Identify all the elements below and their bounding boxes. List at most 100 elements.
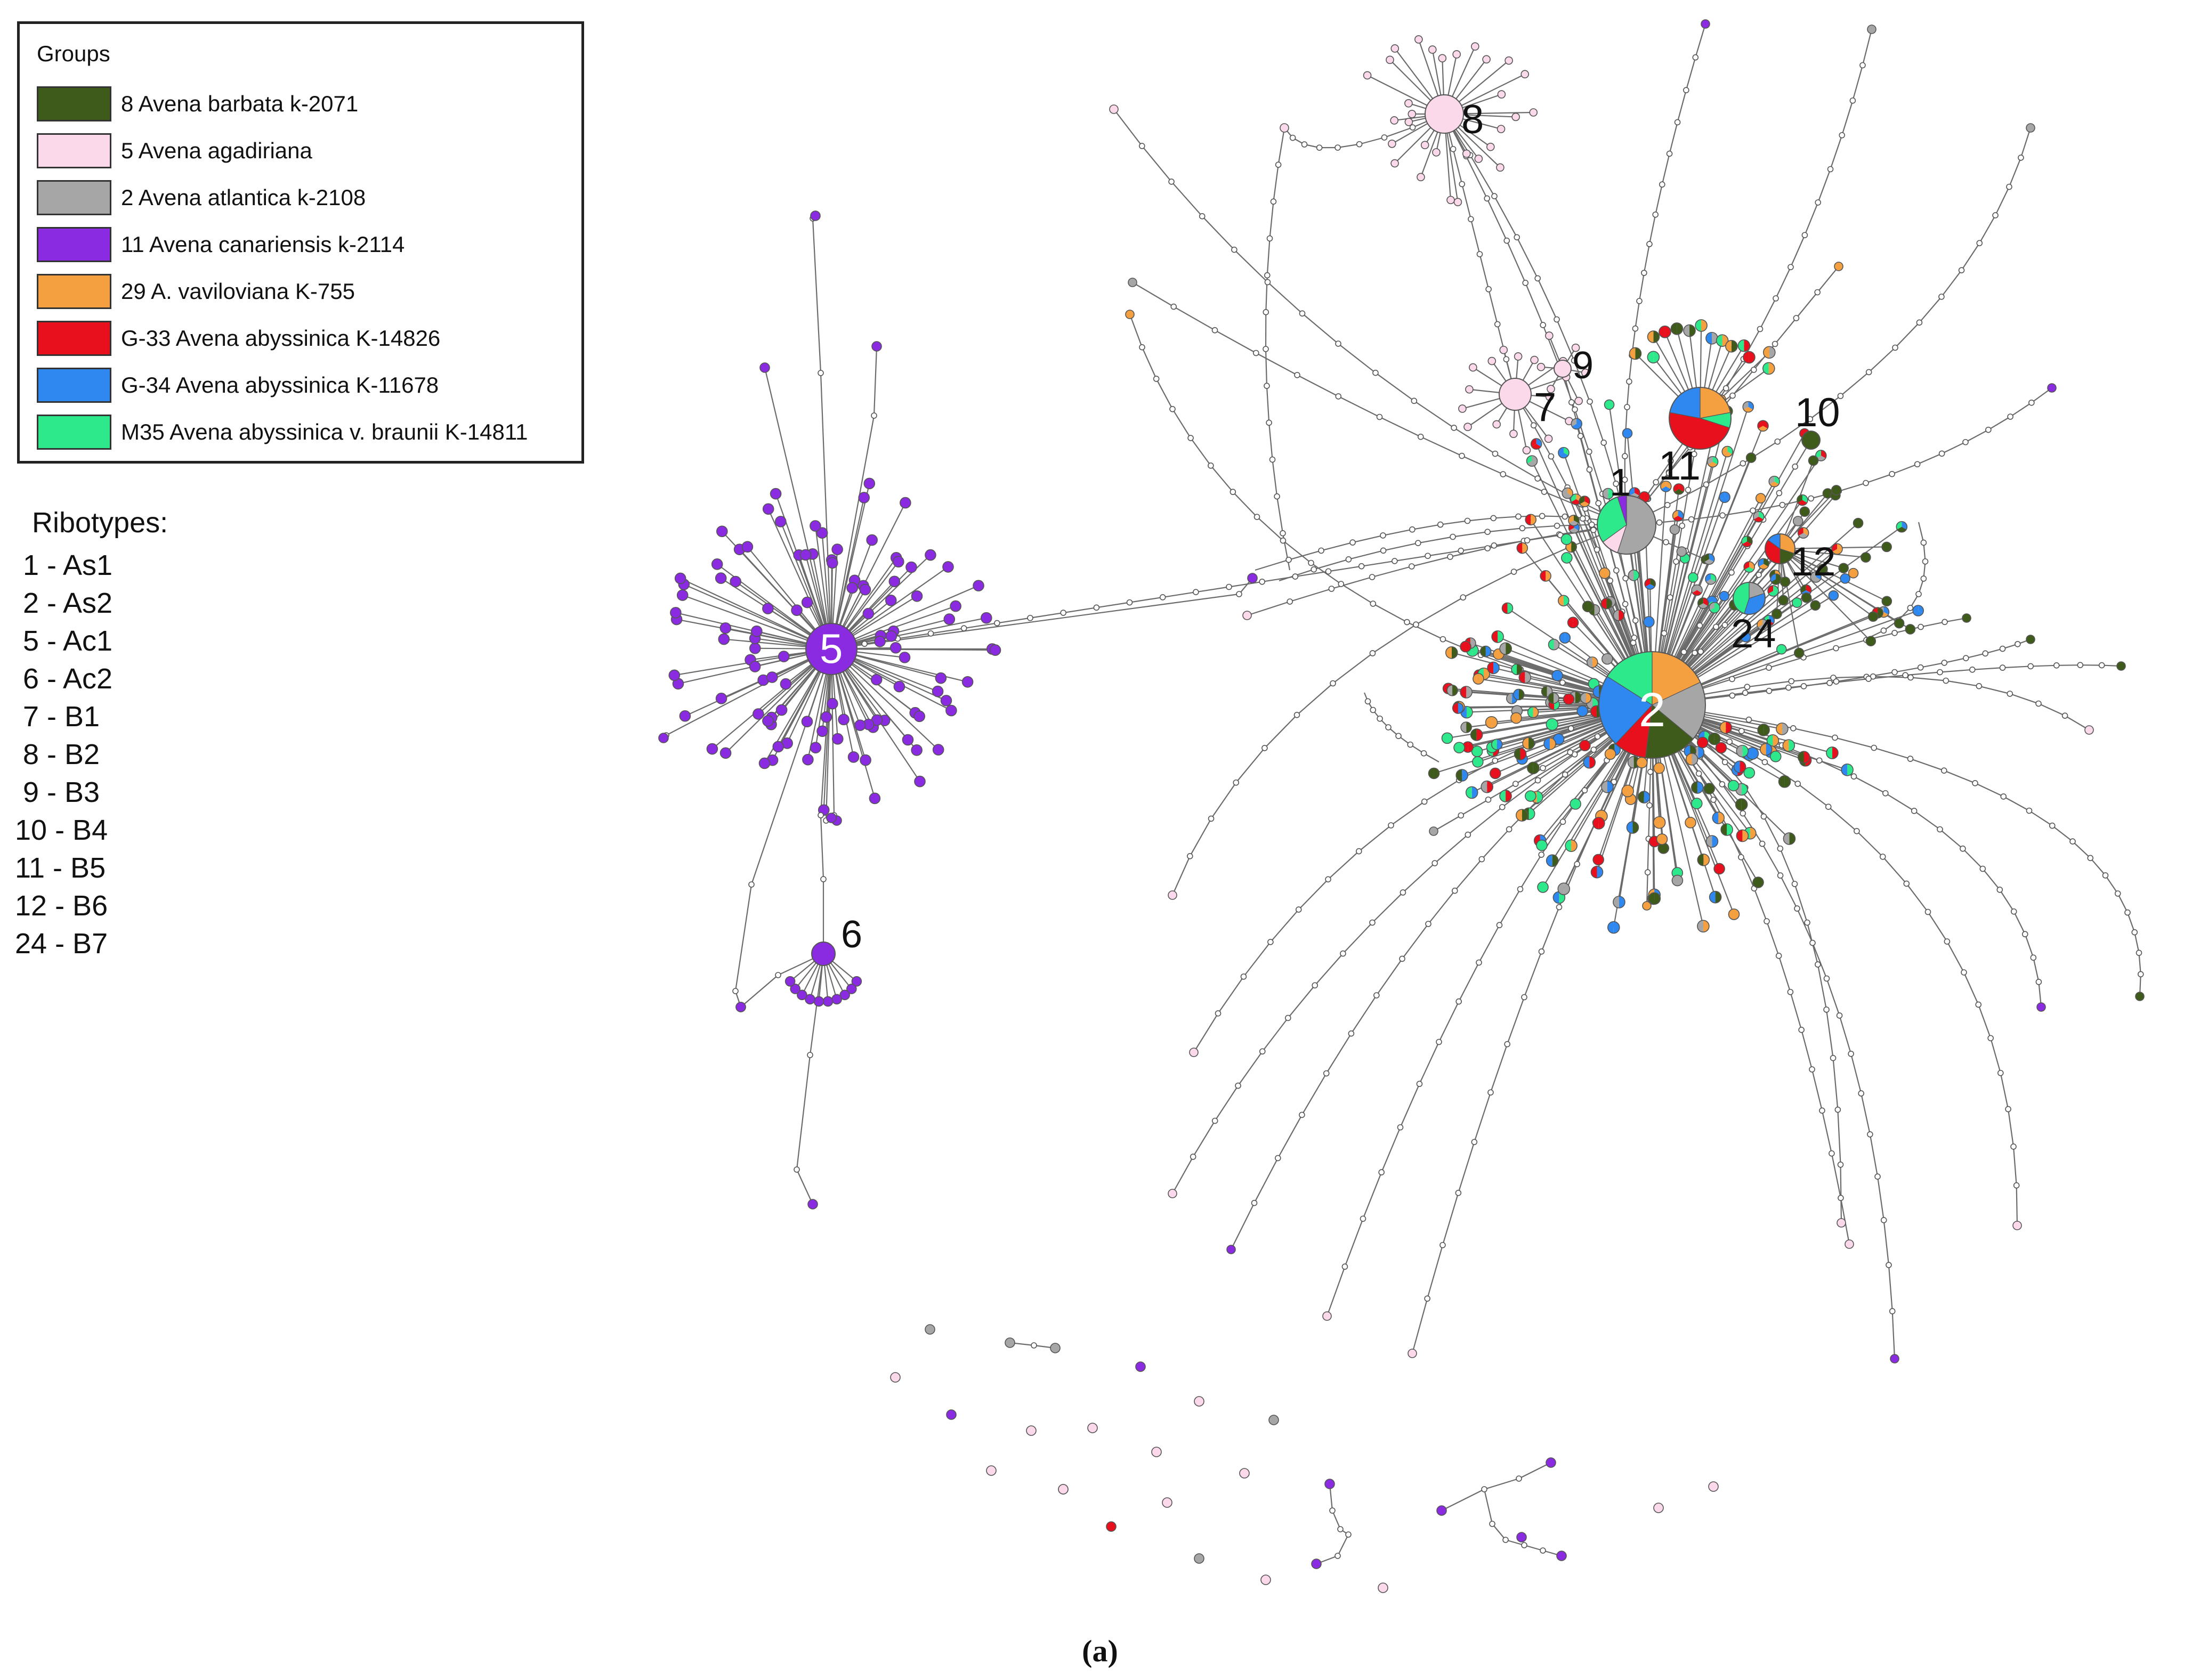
intermediate-node — [1826, 679, 1833, 686]
edge — [1298, 879, 1329, 910]
leaf-node-slice — [1628, 785, 1634, 797]
leaf-node-outline — [1561, 552, 1573, 564]
intermediate-node — [1907, 756, 1914, 762]
edge — [931, 628, 964, 634]
leaf-node-slice — [1766, 743, 1772, 756]
leaf-node — [1636, 757, 1648, 769]
isolated-node — [1378, 1582, 1388, 1593]
intermediate-node — [1987, 1035, 1994, 1042]
leaf-node-slice — [1752, 747, 1759, 759]
leaf-node-slice — [1451, 646, 1458, 659]
leaf-node — [839, 989, 850, 1001]
leaf-node — [1778, 595, 1789, 606]
leaf-node — [762, 715, 774, 727]
intermediate-node — [1595, 500, 1602, 507]
edge — [1418, 536, 1453, 544]
intermediate-node — [1512, 781, 1519, 787]
intermediate-node — [1590, 526, 1597, 533]
edge — [1494, 453, 1538, 480]
intermediate-node — [1839, 132, 1846, 139]
leaf-node — [1696, 736, 1709, 749]
intermediate-node — [1865, 369, 1872, 376]
leaf-node — [1834, 262, 1843, 271]
edge — [1744, 787, 1765, 817]
leaf-node-slice — [1459, 742, 1465, 753]
edge — [1372, 603, 1408, 623]
edge — [1402, 863, 1435, 893]
intermediate-node — [1323, 1070, 1330, 1077]
leaf-node-outline — [1568, 514, 1580, 526]
intermediate-node — [1424, 1295, 1430, 1302]
intermediate-node — [1450, 145, 1457, 152]
leaf-node-outline — [1758, 558, 1769, 570]
leaf-node — [932, 685, 944, 697]
leaf-node-slice — [1811, 577, 1821, 582]
edge — [1379, 416, 1421, 437]
edge — [1171, 181, 1203, 217]
intermediate-node — [1521, 1542, 1527, 1548]
intermediate-node — [818, 812, 824, 818]
leaf-node-slice — [1553, 891, 1559, 904]
leaf-node — [899, 652, 911, 663]
leaf-node-slice — [1712, 835, 1718, 848]
intermediate-node — [1809, 939, 1816, 946]
leaf-node — [816, 527, 828, 539]
intermediate-node — [1425, 553, 1431, 559]
intermediate-node — [1574, 861, 1580, 867]
intermediate-node — [1891, 669, 1898, 676]
hub-12-outline — [1765, 533, 1795, 564]
leaf-node — [1489, 767, 1501, 780]
intermediate-node — [1554, 522, 1560, 529]
intermediate-node — [1985, 426, 1992, 433]
leaf-node-outline — [1841, 763, 1854, 776]
edge — [1927, 911, 1948, 942]
intermediate-node — [1772, 340, 1778, 347]
leaf-node-outline — [1501, 602, 1514, 614]
leaf-node — [935, 672, 947, 684]
edge — [1402, 923, 1429, 960]
intermediate-node — [1589, 521, 1595, 528]
leaf-node-outline — [1601, 780, 1614, 793]
edge — [1344, 1218, 1364, 1267]
leaf-node — [1458, 404, 1467, 413]
edge — [2013, 911, 2026, 935]
leaf-node-outline — [1778, 775, 1791, 788]
edge — [1625, 407, 1628, 432]
leaf-node — [2026, 635, 2035, 644]
edge — [1988, 416, 2011, 431]
edge — [1913, 810, 1940, 830]
intermediate-node — [1801, 232, 1808, 239]
edge — [1231, 1203, 1255, 1250]
leaf-node-outline — [1697, 853, 1710, 866]
edge — [1865, 473, 1892, 484]
leaf-node — [1404, 118, 1413, 126]
edge — [1376, 958, 1403, 996]
leaf-node-slice — [1722, 451, 1732, 457]
edge — [1978, 1004, 1992, 1038]
isolated-node — [1516, 1532, 1527, 1543]
edge — [2134, 932, 2140, 953]
leaf-node-outline — [1683, 324, 1696, 337]
leaf-node-slice — [1485, 716, 1492, 728]
leaf-node — [1462, 149, 1471, 158]
leaf-node — [735, 1002, 746, 1012]
leaf-node-slice — [1721, 824, 1727, 836]
leaf-node — [893, 556, 904, 567]
intermediate-node — [1431, 860, 1438, 866]
leaf-node-outline — [1759, 743, 1773, 756]
leaf-node — [1537, 881, 1549, 893]
leaf-node — [797, 989, 807, 1001]
intermediate-node — [1153, 376, 1160, 382]
edge — [1247, 600, 1290, 616]
intermediate-node — [1892, 344, 1898, 351]
intermediate-node — [1567, 725, 1574, 732]
intermediate-node — [2098, 662, 2105, 669]
leaf-node-slice — [1561, 552, 1567, 563]
edge — [1663, 597, 1671, 634]
intermediate-node — [1646, 241, 1653, 247]
intermediate-node — [1785, 684, 1792, 691]
edge — [1777, 418, 1810, 442]
edge — [1919, 296, 1942, 323]
intermediate-node — [1468, 216, 1474, 223]
edge — [1381, 1127, 1401, 1173]
